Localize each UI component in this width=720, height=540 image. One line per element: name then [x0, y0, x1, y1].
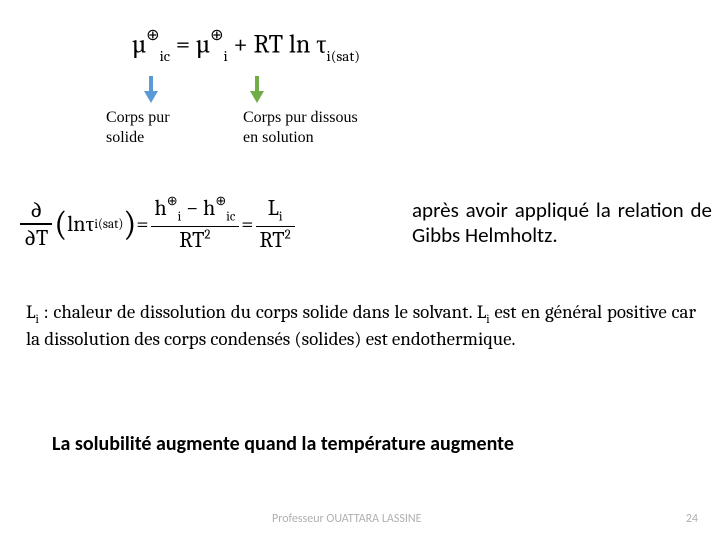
oplus-1: ⊕	[146, 26, 159, 44]
minus-sign: −	[181, 195, 203, 221]
label-line: Corps pur	[106, 109, 170, 126]
fraction: h⊕i − h⊕ic RT2	[151, 196, 240, 252]
numerator: Li	[264, 196, 287, 225]
open-paren: (	[54, 204, 67, 244]
label-line: solide	[106, 129, 144, 146]
sub-ic: ic	[226, 209, 235, 224]
sub-i: i	[223, 47, 227, 65]
eq-sign: =	[170, 30, 196, 60]
mu-glyph: µ	[132, 30, 146, 60]
h-glyph: h	[203, 195, 215, 221]
rt-ln: RT ln τ	[253, 30, 326, 60]
mu-glyph-2: µ	[196, 30, 210, 60]
sup-2: 2	[204, 228, 210, 243]
arrow-down-icon	[144, 76, 158, 104]
arrow-head	[144, 91, 158, 103]
l-glyph: L	[26, 301, 36, 323]
label-line: Corps pur dissous	[243, 109, 358, 126]
equation-2: ∂ ∂T ( lnτi(sat) ) = h⊕i − h⊕ic RT2 = Li…	[18, 196, 297, 252]
sub-isat: i(sat)	[94, 217, 123, 232]
oplus-2: ⊕	[210, 26, 223, 44]
label-line: en solution	[243, 129, 314, 146]
sub-isat: i(sat)	[327, 47, 360, 65]
oplus-icon: ⊕	[167, 194, 178, 209]
close-paren: )	[123, 204, 136, 244]
label-corps-pur-dissous: Corps pur dissous en solution	[243, 108, 358, 148]
rt-glyph: RT	[179, 227, 204, 253]
numerator: h⊕i − h⊕ic	[151, 196, 240, 225]
denominator: RT2	[256, 228, 295, 252]
plus-sign: +	[228, 30, 254, 60]
definition-paragraph: Li : chaleur de dissolution du corps sol…	[26, 300, 696, 353]
eq-sign: =	[136, 211, 148, 237]
denominator: RT2	[175, 228, 214, 252]
l-glyph: L	[268, 195, 279, 221]
arrow-down-icon	[250, 76, 264, 104]
rt-glyph: RT	[260, 227, 285, 253]
footer-professor: Professeur OUATTARA LASSINE	[272, 512, 421, 526]
label-corps-pur-solide: Corps pur solide	[106, 108, 170, 148]
denominator: ∂T	[20, 226, 52, 250]
h-glyph: h	[155, 195, 167, 221]
oplus-icon: ⊕	[215, 194, 226, 209]
def-body-1: : chaleur de dissolution du corps solide…	[39, 301, 486, 323]
ln-tau: lnτ	[67, 211, 94, 237]
fraction: Li RT2	[256, 196, 295, 252]
eq-sign: =	[241, 211, 253, 237]
fraction: ∂ ∂T	[20, 198, 52, 250]
sub-ic: ic	[160, 47, 170, 65]
side-text: après avoir appliqué la relation de Gibb…	[412, 198, 712, 248]
arrow-head	[250, 91, 264, 103]
footer-page-number: 24	[686, 512, 698, 526]
equation-1: µ⊕ic = µ⊕i + RT ln τi(sat)	[132, 28, 360, 63]
sub-i: i	[279, 209, 283, 224]
conclusion-text: La solubilité augmente quand la températ…	[52, 432, 514, 456]
sup-2: 2	[285, 228, 291, 243]
numerator: ∂	[26, 198, 46, 222]
